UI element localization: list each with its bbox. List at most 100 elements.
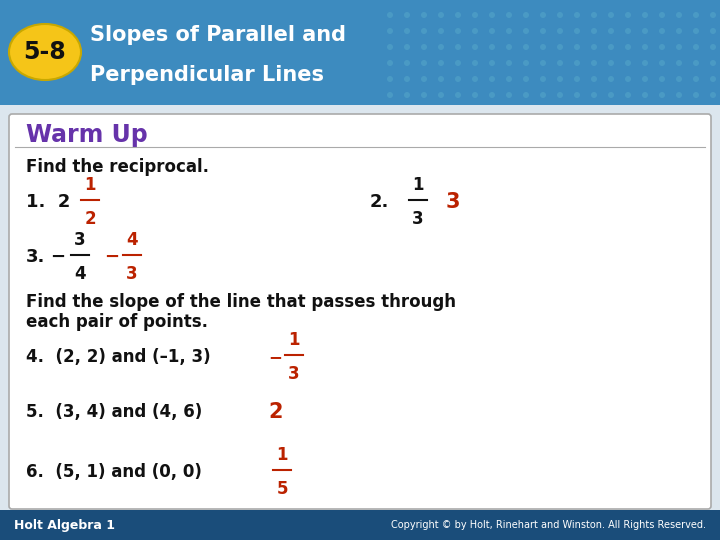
Ellipse shape: [608, 92, 614, 98]
Ellipse shape: [693, 92, 699, 98]
Ellipse shape: [574, 60, 580, 66]
Ellipse shape: [438, 60, 444, 66]
Ellipse shape: [523, 60, 529, 66]
Ellipse shape: [506, 76, 512, 82]
Ellipse shape: [523, 92, 529, 98]
Text: 3: 3: [126, 265, 138, 283]
Ellipse shape: [472, 44, 478, 50]
Ellipse shape: [404, 12, 410, 18]
Ellipse shape: [438, 44, 444, 50]
Ellipse shape: [404, 76, 410, 82]
Ellipse shape: [642, 28, 648, 34]
Ellipse shape: [625, 92, 631, 98]
Ellipse shape: [9, 24, 81, 80]
Ellipse shape: [540, 12, 546, 18]
Ellipse shape: [506, 28, 512, 34]
Ellipse shape: [472, 76, 478, 82]
Ellipse shape: [540, 92, 546, 98]
Ellipse shape: [625, 12, 631, 18]
Ellipse shape: [591, 44, 597, 50]
Ellipse shape: [387, 76, 393, 82]
Ellipse shape: [472, 60, 478, 66]
Ellipse shape: [421, 28, 427, 34]
Ellipse shape: [540, 60, 546, 66]
Ellipse shape: [438, 12, 444, 18]
FancyBboxPatch shape: [9, 114, 711, 509]
Ellipse shape: [676, 12, 682, 18]
Ellipse shape: [574, 44, 580, 50]
Ellipse shape: [506, 60, 512, 66]
Ellipse shape: [574, 28, 580, 34]
Ellipse shape: [676, 28, 682, 34]
Ellipse shape: [676, 76, 682, 82]
Text: 3.: 3.: [26, 248, 45, 266]
Text: 4: 4: [74, 265, 86, 283]
Ellipse shape: [404, 92, 410, 98]
Ellipse shape: [642, 76, 648, 82]
Ellipse shape: [625, 76, 631, 82]
Text: 2: 2: [84, 210, 96, 228]
Ellipse shape: [642, 44, 648, 50]
Ellipse shape: [710, 60, 716, 66]
Ellipse shape: [659, 60, 665, 66]
Ellipse shape: [421, 92, 427, 98]
Text: Perpendicular Lines: Perpendicular Lines: [90, 65, 324, 85]
Ellipse shape: [693, 28, 699, 34]
Text: 1: 1: [288, 331, 300, 349]
Ellipse shape: [625, 60, 631, 66]
Ellipse shape: [557, 76, 563, 82]
Text: 5-8: 5-8: [24, 40, 66, 64]
Ellipse shape: [421, 60, 427, 66]
Ellipse shape: [625, 28, 631, 34]
Ellipse shape: [489, 28, 495, 34]
Ellipse shape: [455, 12, 461, 18]
Ellipse shape: [693, 44, 699, 50]
Text: Find the slope of the line that passes through: Find the slope of the line that passes t…: [26, 293, 456, 311]
Text: 1: 1: [84, 176, 96, 194]
Ellipse shape: [574, 92, 580, 98]
Text: 6.  (5, 1) and (0, 0): 6. (5, 1) and (0, 0): [26, 463, 202, 481]
Ellipse shape: [591, 28, 597, 34]
Text: 2: 2: [268, 402, 282, 422]
Ellipse shape: [591, 60, 597, 66]
Ellipse shape: [523, 28, 529, 34]
Ellipse shape: [608, 60, 614, 66]
Ellipse shape: [438, 92, 444, 98]
Bar: [0, 0, 720, 105]
Ellipse shape: [489, 92, 495, 98]
Ellipse shape: [540, 44, 546, 50]
Ellipse shape: [404, 44, 410, 50]
Ellipse shape: [710, 12, 716, 18]
Text: Find the reciprocal.: Find the reciprocal.: [26, 158, 209, 176]
Ellipse shape: [608, 76, 614, 82]
Ellipse shape: [472, 92, 478, 98]
Text: Slopes of Parallel and: Slopes of Parallel and: [90, 25, 346, 45]
Text: Warm Up: Warm Up: [26, 123, 148, 147]
Ellipse shape: [523, 12, 529, 18]
Ellipse shape: [642, 12, 648, 18]
Ellipse shape: [455, 28, 461, 34]
Ellipse shape: [557, 60, 563, 66]
Ellipse shape: [489, 44, 495, 50]
Ellipse shape: [489, 76, 495, 82]
Text: each pair of points.: each pair of points.: [26, 313, 208, 331]
Ellipse shape: [642, 60, 648, 66]
Text: 3: 3: [288, 365, 300, 383]
Ellipse shape: [625, 44, 631, 50]
Ellipse shape: [438, 28, 444, 34]
Ellipse shape: [421, 12, 427, 18]
Ellipse shape: [557, 44, 563, 50]
Ellipse shape: [710, 92, 716, 98]
Ellipse shape: [472, 28, 478, 34]
Ellipse shape: [489, 12, 495, 18]
Ellipse shape: [404, 28, 410, 34]
Ellipse shape: [642, 92, 648, 98]
Text: 1: 1: [413, 176, 424, 194]
Text: −: −: [268, 348, 282, 366]
Ellipse shape: [659, 44, 665, 50]
Text: 3: 3: [74, 231, 86, 249]
Ellipse shape: [710, 28, 716, 34]
Ellipse shape: [540, 76, 546, 82]
Ellipse shape: [523, 76, 529, 82]
Ellipse shape: [489, 60, 495, 66]
